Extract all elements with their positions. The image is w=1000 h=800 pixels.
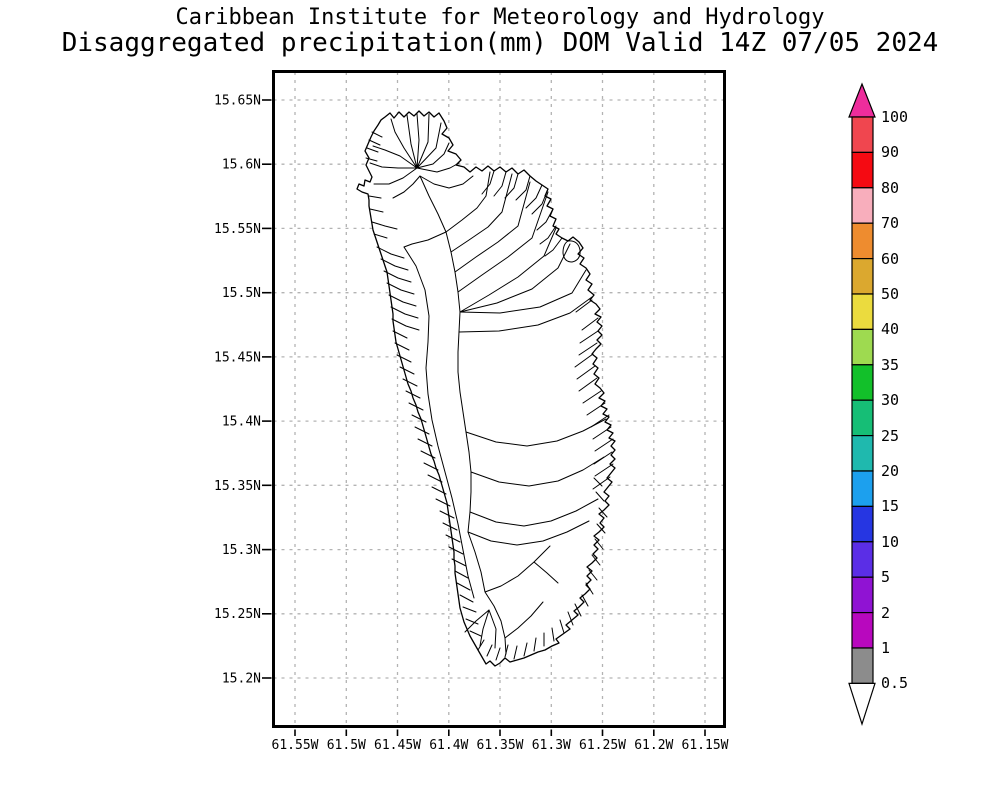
colorbar-tick-label: 15	[881, 497, 899, 515]
title-line-1: Caribbean Institute for Meteorology and …	[175, 5, 825, 30]
lat-tick-label: 15.5N	[222, 286, 261, 301]
colorbar-segment	[851, 435, 874, 472]
watershed-central-spine	[368, 175, 472, 533]
colorbar-tick-label: 40	[881, 320, 899, 338]
lon-tick-label: 61.35W	[477, 738, 524, 753]
lon-tick-label: 61.25W	[579, 738, 626, 753]
watershed-north-radial	[365, 113, 474, 199]
watershed-south-hatch	[477, 477, 608, 661]
colorbar-segment	[851, 399, 874, 437]
lon-tick-label: 61.5W	[327, 738, 366, 753]
colorbar-segment	[851, 576, 874, 614]
dominica-island	[356, 110, 616, 667]
colorbar-segment	[851, 258, 874, 295]
colorbar-segment	[851, 611, 874, 649]
lat-tick-label: 15.35N	[214, 479, 261, 494]
lat-tick-label: 15.65N	[214, 94, 261, 109]
lat-tick-label: 15.45N	[214, 350, 261, 365]
colorbar-labels: 100 90 80 70 60 50 40 35 30 25 20 15 10 …	[881, 108, 908, 692]
colorbar-segment	[851, 151, 874, 189]
colorbar-tick-label: 5	[881, 568, 890, 586]
lat-tick-label: 15.2N	[222, 671, 261, 686]
lat-tick-label: 15.25N	[214, 607, 261, 622]
lat-tick-label: 15.4N	[222, 415, 261, 430]
colorbar-tick-label: 0.5	[881, 674, 908, 692]
colorbar-tick-label: 2	[881, 604, 890, 622]
colorbar-tick-label: 100	[881, 108, 908, 126]
colorbar-segment	[851, 222, 874, 260]
colorbar-tick-label: 90	[881, 143, 899, 161]
watershed-mid-boundaries	[464, 418, 607, 655]
colorbar-segment	[851, 364, 874, 401]
colorbar-segment	[851, 470, 874, 508]
lat-tick-label: 15.3N	[222, 543, 261, 558]
colorbar-tick-label: 35	[881, 356, 899, 374]
colorbar-tick-label: 80	[881, 179, 899, 197]
colorbar-segment	[851, 505, 874, 543]
lat-tick-label: 15.6N	[222, 158, 261, 173]
lat-tick-label: 15.55N	[214, 222, 261, 237]
colorbar-tick-label: 60	[881, 250, 899, 268]
colorbar-segment	[851, 541, 874, 578]
lon-tick-label: 61.55W	[272, 738, 319, 753]
colorbar-tick-label: 20	[881, 462, 899, 480]
watershed-west-ridge	[403, 246, 475, 599]
watershed-east-hatch	[574, 299, 614, 490]
lon-tick-label: 61.45W	[374, 738, 421, 753]
lon-tick-label: 61.4W	[429, 738, 468, 753]
title-line-2: Disaggregated precipitation(mm) DOM Vali…	[61, 28, 939, 58]
colorbar-under-arrow	[848, 682, 876, 726]
colorbar-segment	[851, 187, 874, 224]
axis-ticks	[262, 99, 706, 736]
colorbar-segment	[851, 328, 874, 366]
colorbar-segment	[851, 116, 874, 154]
colorbar-tick-label: 25	[881, 427, 899, 445]
lon-axis: 61.55W 61.5W 61.45W 61.4W 61.35W 61.3W 6…	[272, 738, 729, 753]
lon-tick-label: 61.3W	[532, 738, 571, 753]
colorbar-tick-label: 10	[881, 533, 899, 551]
colorbar-segment	[851, 293, 874, 331]
watershed-ne-fan	[445, 171, 593, 333]
watershed-west-hatch	[376, 246, 482, 637]
colorbar-over-arrow	[848, 82, 876, 118]
lon-tick-label: 61.15W	[682, 738, 729, 753]
colorbar-segment	[851, 647, 874, 685]
lon-tick-label: 61.2W	[634, 738, 673, 753]
colorbar-tick-label: 30	[881, 391, 899, 409]
watershed-boundaries	[365, 113, 614, 661]
colorbar-tick-label: 1	[881, 639, 890, 657]
lat-axis: 15.65N 15.6N 15.55N 15.5N 15.45N 15.4N 1…	[214, 94, 261, 687]
plot-border	[272, 70, 726, 728]
colorbar-tick-label: 50	[881, 285, 899, 303]
colorbar: 100 90 80 70 60 50 40 35 30 25 20 15 10 …	[848, 82, 908, 726]
watershed-ne-coast-hatch	[481, 170, 581, 263]
colorbar-tick-label: 70	[881, 214, 899, 232]
